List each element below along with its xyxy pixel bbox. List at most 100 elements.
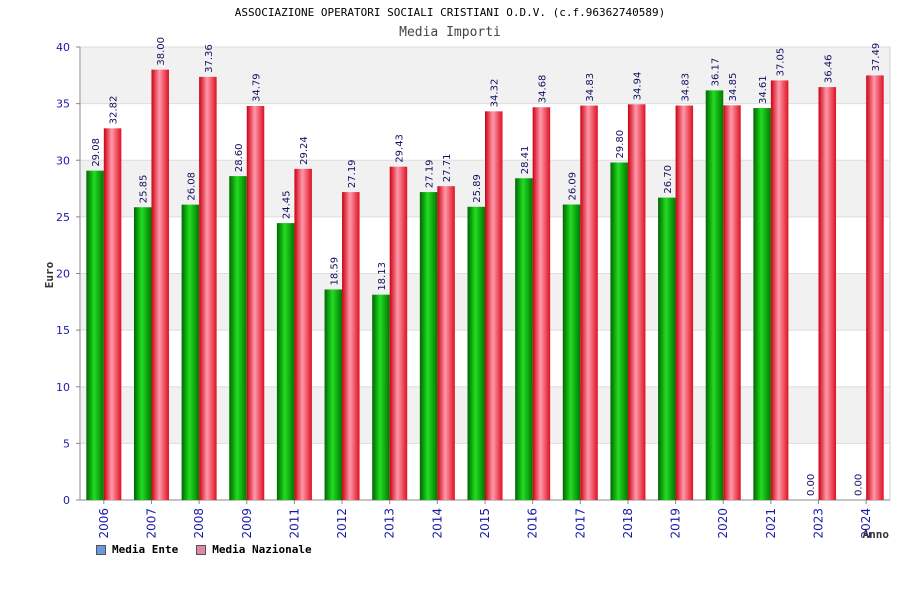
bar-media-nazionale — [342, 192, 360, 501]
x-tick-label: 2024 — [859, 508, 873, 539]
x-tick-label: 2021 — [764, 508, 778, 539]
y-tick-label: 25 — [56, 211, 70, 224]
bar-media-nazionale — [294, 168, 312, 500]
value-label: 25.85 — [139, 175, 150, 204]
value-label: 28.41 — [520, 146, 531, 175]
legend-label-media-nazionale: Media Nazionale — [212, 543, 312, 556]
bar-media-ente — [372, 294, 390, 500]
x-axis-title: Anno — [863, 528, 890, 541]
value-label: 26.70 — [663, 165, 674, 194]
value-label: 26.09 — [568, 172, 579, 201]
chart-title: ASSOCIAZIONE OPERATORI SOCIALI CRISTIANI… — [234, 6, 666, 19]
legend-label-media-ente: Media Ente — [112, 543, 179, 556]
bar-media-ente — [467, 206, 485, 500]
bar-media-ente — [753, 108, 771, 500]
value-label: 29.08 — [91, 138, 102, 167]
bar-media-nazionale — [532, 107, 551, 501]
bar-media-nazionale — [818, 87, 837, 500]
bar-media-ente — [610, 162, 628, 500]
x-tick-label: 2008 — [192, 508, 206, 539]
y-tick-label: 20 — [56, 268, 70, 281]
value-label: 18.59 — [329, 257, 340, 286]
value-label: 25.89 — [472, 174, 483, 203]
y-axis-ticks: 0 5 10 15 20 25 30 35 40 — [56, 41, 80, 507]
chart-subtitle: Media Importi — [399, 25, 501, 40]
bar-media-nazionale — [151, 69, 169, 501]
bar-media-nazionale — [580, 105, 598, 501]
bar-media-ente — [658, 197, 676, 500]
bar-media-nazionale — [866, 75, 884, 500]
bar-media-nazionale — [723, 105, 741, 500]
x-tick-label: 2020 — [716, 508, 730, 539]
bars — [86, 69, 884, 501]
legend: Media Ente Media Nazionale — [96, 543, 312, 556]
x-tick-label: 2007 — [144, 508, 158, 539]
value-labels: 29.08 32.82 25.85 38.00 26.08 37.36 28.60 34.79… — [91, 37, 882, 496]
value-label: 0.00 — [806, 474, 817, 496]
bar-media-nazionale — [103, 128, 122, 500]
x-tick-label: 2006 — [97, 508, 111, 539]
bar-media-nazionale — [627, 104, 646, 500]
value-label: 34.68 — [537, 75, 548, 104]
bar-media-ente — [515, 178, 533, 500]
bar-media-nazionale — [199, 76, 217, 500]
x-tick-label: 2015 — [478, 508, 492, 539]
x-tick-label: 2012 — [335, 508, 349, 539]
bar-media-nazionale — [770, 80, 789, 500]
bar-media-nazionale — [675, 105, 694, 501]
value-label: 37.49 — [871, 43, 882, 72]
x-tick-label: 2018 — [621, 508, 635, 539]
value-label: 32.82 — [109, 96, 120, 125]
x-tick-label: 2011 — [287, 508, 301, 539]
bar-media-ente — [419, 192, 438, 501]
bar-media-ente — [133, 207, 152, 500]
value-label: 38.00 — [156, 37, 167, 66]
legend-item-media-nazionale: Media Nazionale — [196, 543, 312, 556]
bar-media-nazionale — [437, 186, 455, 500]
value-label: 36.17 — [710, 58, 721, 87]
value-label: 26.08 — [186, 172, 197, 201]
value-label: 37.05 — [776, 48, 787, 77]
x-tick-label: 2023 — [812, 508, 826, 539]
value-label: 34.85 — [728, 73, 739, 102]
y-tick-label: 10 — [56, 381, 70, 394]
value-label: 0.00 — [853, 474, 864, 496]
y-tick-label: 0 — [63, 494, 70, 507]
legend-swatch-media-nazionale — [196, 544, 207, 555]
value-label: 29.43 — [394, 134, 405, 163]
legend-item-media-ente: Media Ente — [96, 543, 178, 556]
value-label: 29.24 — [299, 136, 310, 165]
bar-media-ente — [181, 204, 200, 501]
value-label: 28.60 — [234, 143, 245, 172]
value-label: 34.83 — [585, 73, 596, 102]
x-tick-label: 2014 — [430, 508, 444, 539]
value-label: 27.19 — [425, 159, 436, 188]
bar-media-nazionale — [389, 166, 408, 500]
bar-media-ente — [86, 170, 104, 500]
bar-media-ente — [324, 289, 343, 500]
bar-media-ente — [562, 204, 581, 500]
bar-media-ente — [229, 176, 247, 501]
value-label: 27.19 — [347, 159, 358, 188]
x-tick-label: 2009 — [240, 508, 254, 539]
x-tick-label: 2013 — [383, 508, 397, 539]
bar-media-ente — [705, 90, 724, 500]
value-label: 34.32 — [490, 79, 501, 108]
value-label: 34.94 — [633, 72, 644, 101]
bar-media-nazionale — [485, 111, 503, 501]
y-tick-label: 35 — [56, 98, 70, 111]
value-label: 34.61 — [758, 75, 769, 104]
x-tick-label: 2016 — [526, 508, 540, 539]
x-tick-label: 2017 — [573, 508, 587, 539]
value-label: 36.46 — [823, 54, 834, 83]
value-label: 34.83 — [680, 73, 691, 102]
value-label: 34.79 — [252, 73, 263, 102]
value-label: 18.13 — [377, 262, 388, 291]
x-axis-ticks: 2006 2007 2008 2009 2011 2012 2013 2014 2015 2016… — [97, 500, 873, 539]
y-tick-label: 15 — [56, 324, 70, 337]
y-tick-label: 30 — [56, 154, 70, 167]
y-tick-label: 5 — [63, 437, 70, 450]
bar-media-ente — [276, 223, 295, 500]
y-tick-label: 40 — [56, 41, 70, 54]
